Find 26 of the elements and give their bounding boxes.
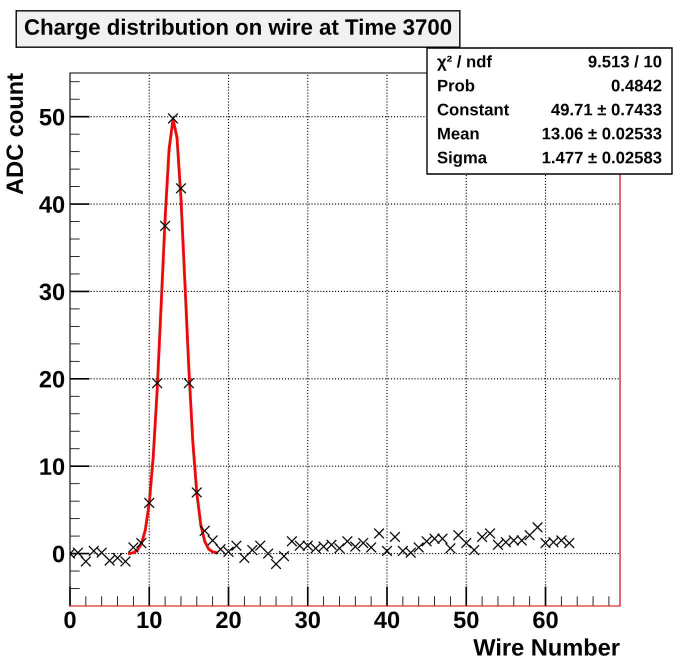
x-tick-label: 10 (138, 611, 162, 628)
x-tick-label: 60 (533, 611, 558, 628)
x-tick-label: 30 (295, 611, 320, 628)
y-tick-label: 20 (40, 370, 64, 388)
y-tick-label: 30 (39, 284, 64, 300)
x-axis-title: Wire Number (473, 638, 620, 656)
annotation: Mean (438, 128, 479, 140)
annotation: 0.4842 (612, 80, 662, 92)
x-tick-label: 50 (454, 611, 478, 628)
annotation: Prob (438, 79, 474, 92)
annotation: Constant (438, 104, 510, 116)
y-axis-title: ADC count (6, 73, 24, 194)
text: 9.513 / 10 (588, 55, 662, 68)
annotation: Sigma (437, 151, 488, 167)
chart-title: Charge distribution on wire at Time 3700 (24, 18, 452, 40)
y-tick-label: 40 (39, 196, 64, 213)
x-tick-label: 40 (374, 611, 400, 628)
text: χ² / ndf (437, 55, 492, 71)
y-tick-label: 0 (52, 546, 64, 562)
annotation: 49.71 ± 0.7433 (551, 104, 662, 116)
annotation: 1.477 ± 0.02583 (542, 152, 662, 164)
y-tick-label: 10 (40, 458, 64, 475)
x-tick-label: 0 (64, 611, 76, 628)
x-tick-label: 20 (216, 611, 241, 628)
y-tick-label: 50 (40, 108, 64, 126)
annotation: 13.06 ± 0.02533 (542, 128, 662, 140)
